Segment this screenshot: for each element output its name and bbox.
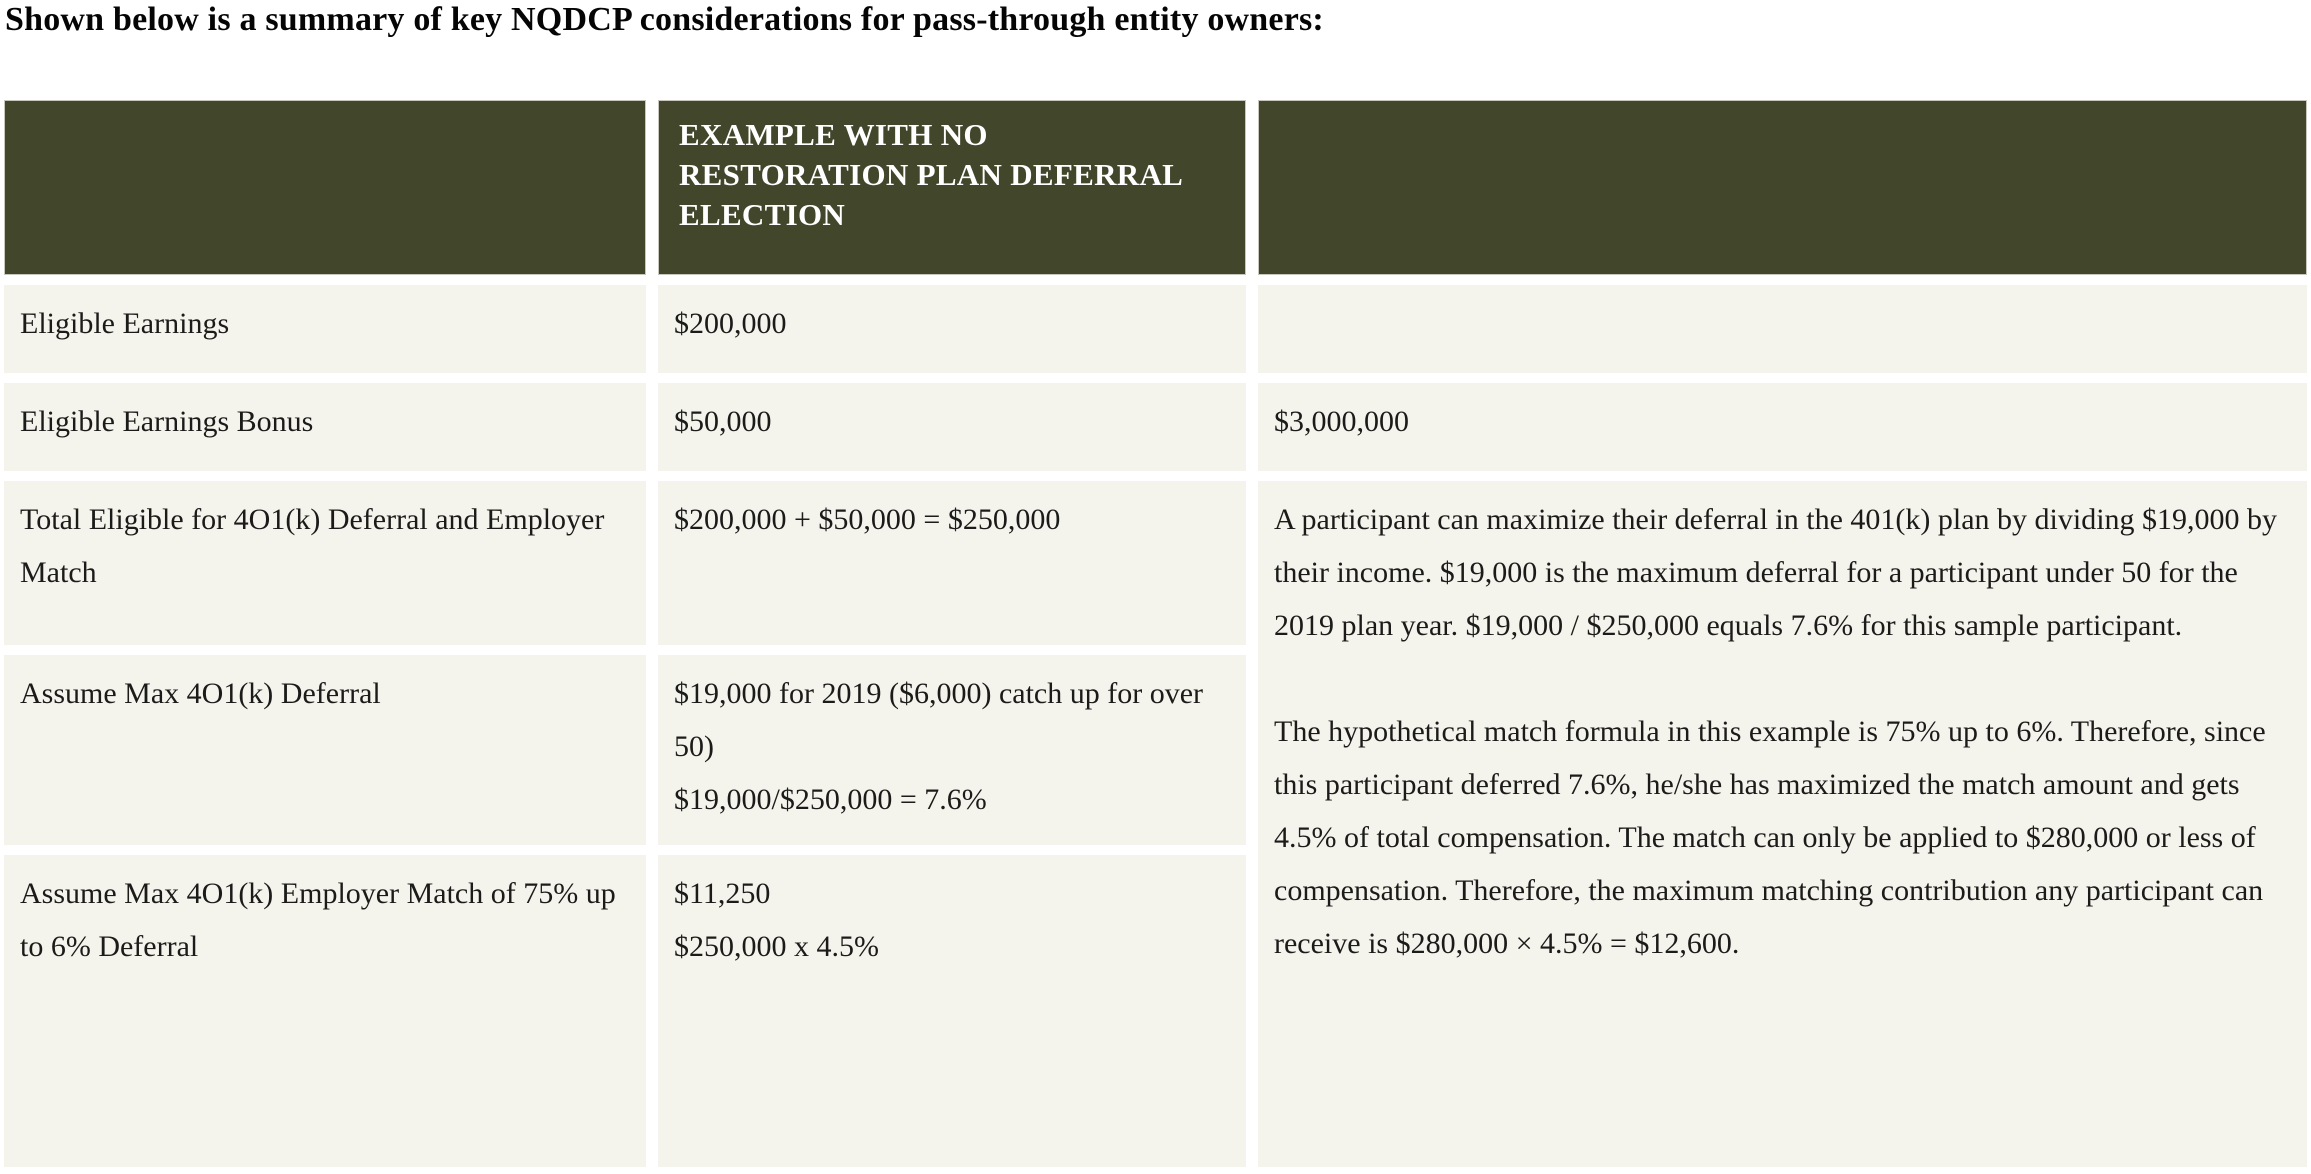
row-total-eligible-label: Total Eligible for 4O1(k) Deferral and E… (4, 481, 646, 645)
explanation-paragraph-match: The hypothetical match formula in this e… (1274, 715, 2266, 960)
header-cell-example: EXAMPLE WITH NO RESTORATION PLAN DEFERRA… (658, 100, 1246, 275)
page-title: Shown below is a summary of key NQDCP co… (5, 1, 1324, 38)
header-cell-notes (1258, 100, 2307, 275)
header-cell-labels (4, 100, 646, 275)
employer-match-line-2: $250,000 x 4.5% (674, 930, 879, 963)
row-employer-match-label: Assume Max 4O1(k) Employer Match of 75% … (4, 855, 646, 1167)
explanation-paragraph-deferral: A participant can maximize their deferra… (1274, 503, 2278, 642)
row-employer-match-example: $11,250 $250,000 x 4.5% (658, 855, 1246, 1167)
row-earnings-bonus-example: $50,000 (658, 383, 1246, 471)
row-eligible-earnings-example: $200,000 (658, 285, 1246, 373)
row-max-deferral-label: Assume Max 4O1(k) Deferral (4, 655, 646, 845)
nqdcp-considerations-table: EXAMPLE WITH NO RESTORATION PLAN DEFERRA… (4, 100, 2307, 1167)
row-eligible-earnings-label: Eligible Earnings (4, 285, 646, 373)
row-total-eligible-example: $200,000 + $50,000 = $250,000 (658, 481, 1246, 645)
row-earnings-bonus-note: $3,000,000 (1258, 383, 2307, 471)
merged-explanation-cell: A participant can maximize their deferra… (1258, 481, 2307, 1167)
row-max-deferral-example: $19,000 for 2019 ($6,000) catch up for o… (658, 655, 1246, 845)
max-deferral-line-1: $19,000 for 2019 ($6,000) catch up for o… (674, 677, 1204, 763)
row-eligible-earnings-note (1258, 285, 2307, 373)
employer-match-line-1: $11,250 (674, 877, 771, 910)
max-deferral-line-2: $19,000/$250,000 = 7.6% (674, 783, 987, 816)
row-earnings-bonus-label: Eligible Earnings Bonus (4, 383, 646, 471)
